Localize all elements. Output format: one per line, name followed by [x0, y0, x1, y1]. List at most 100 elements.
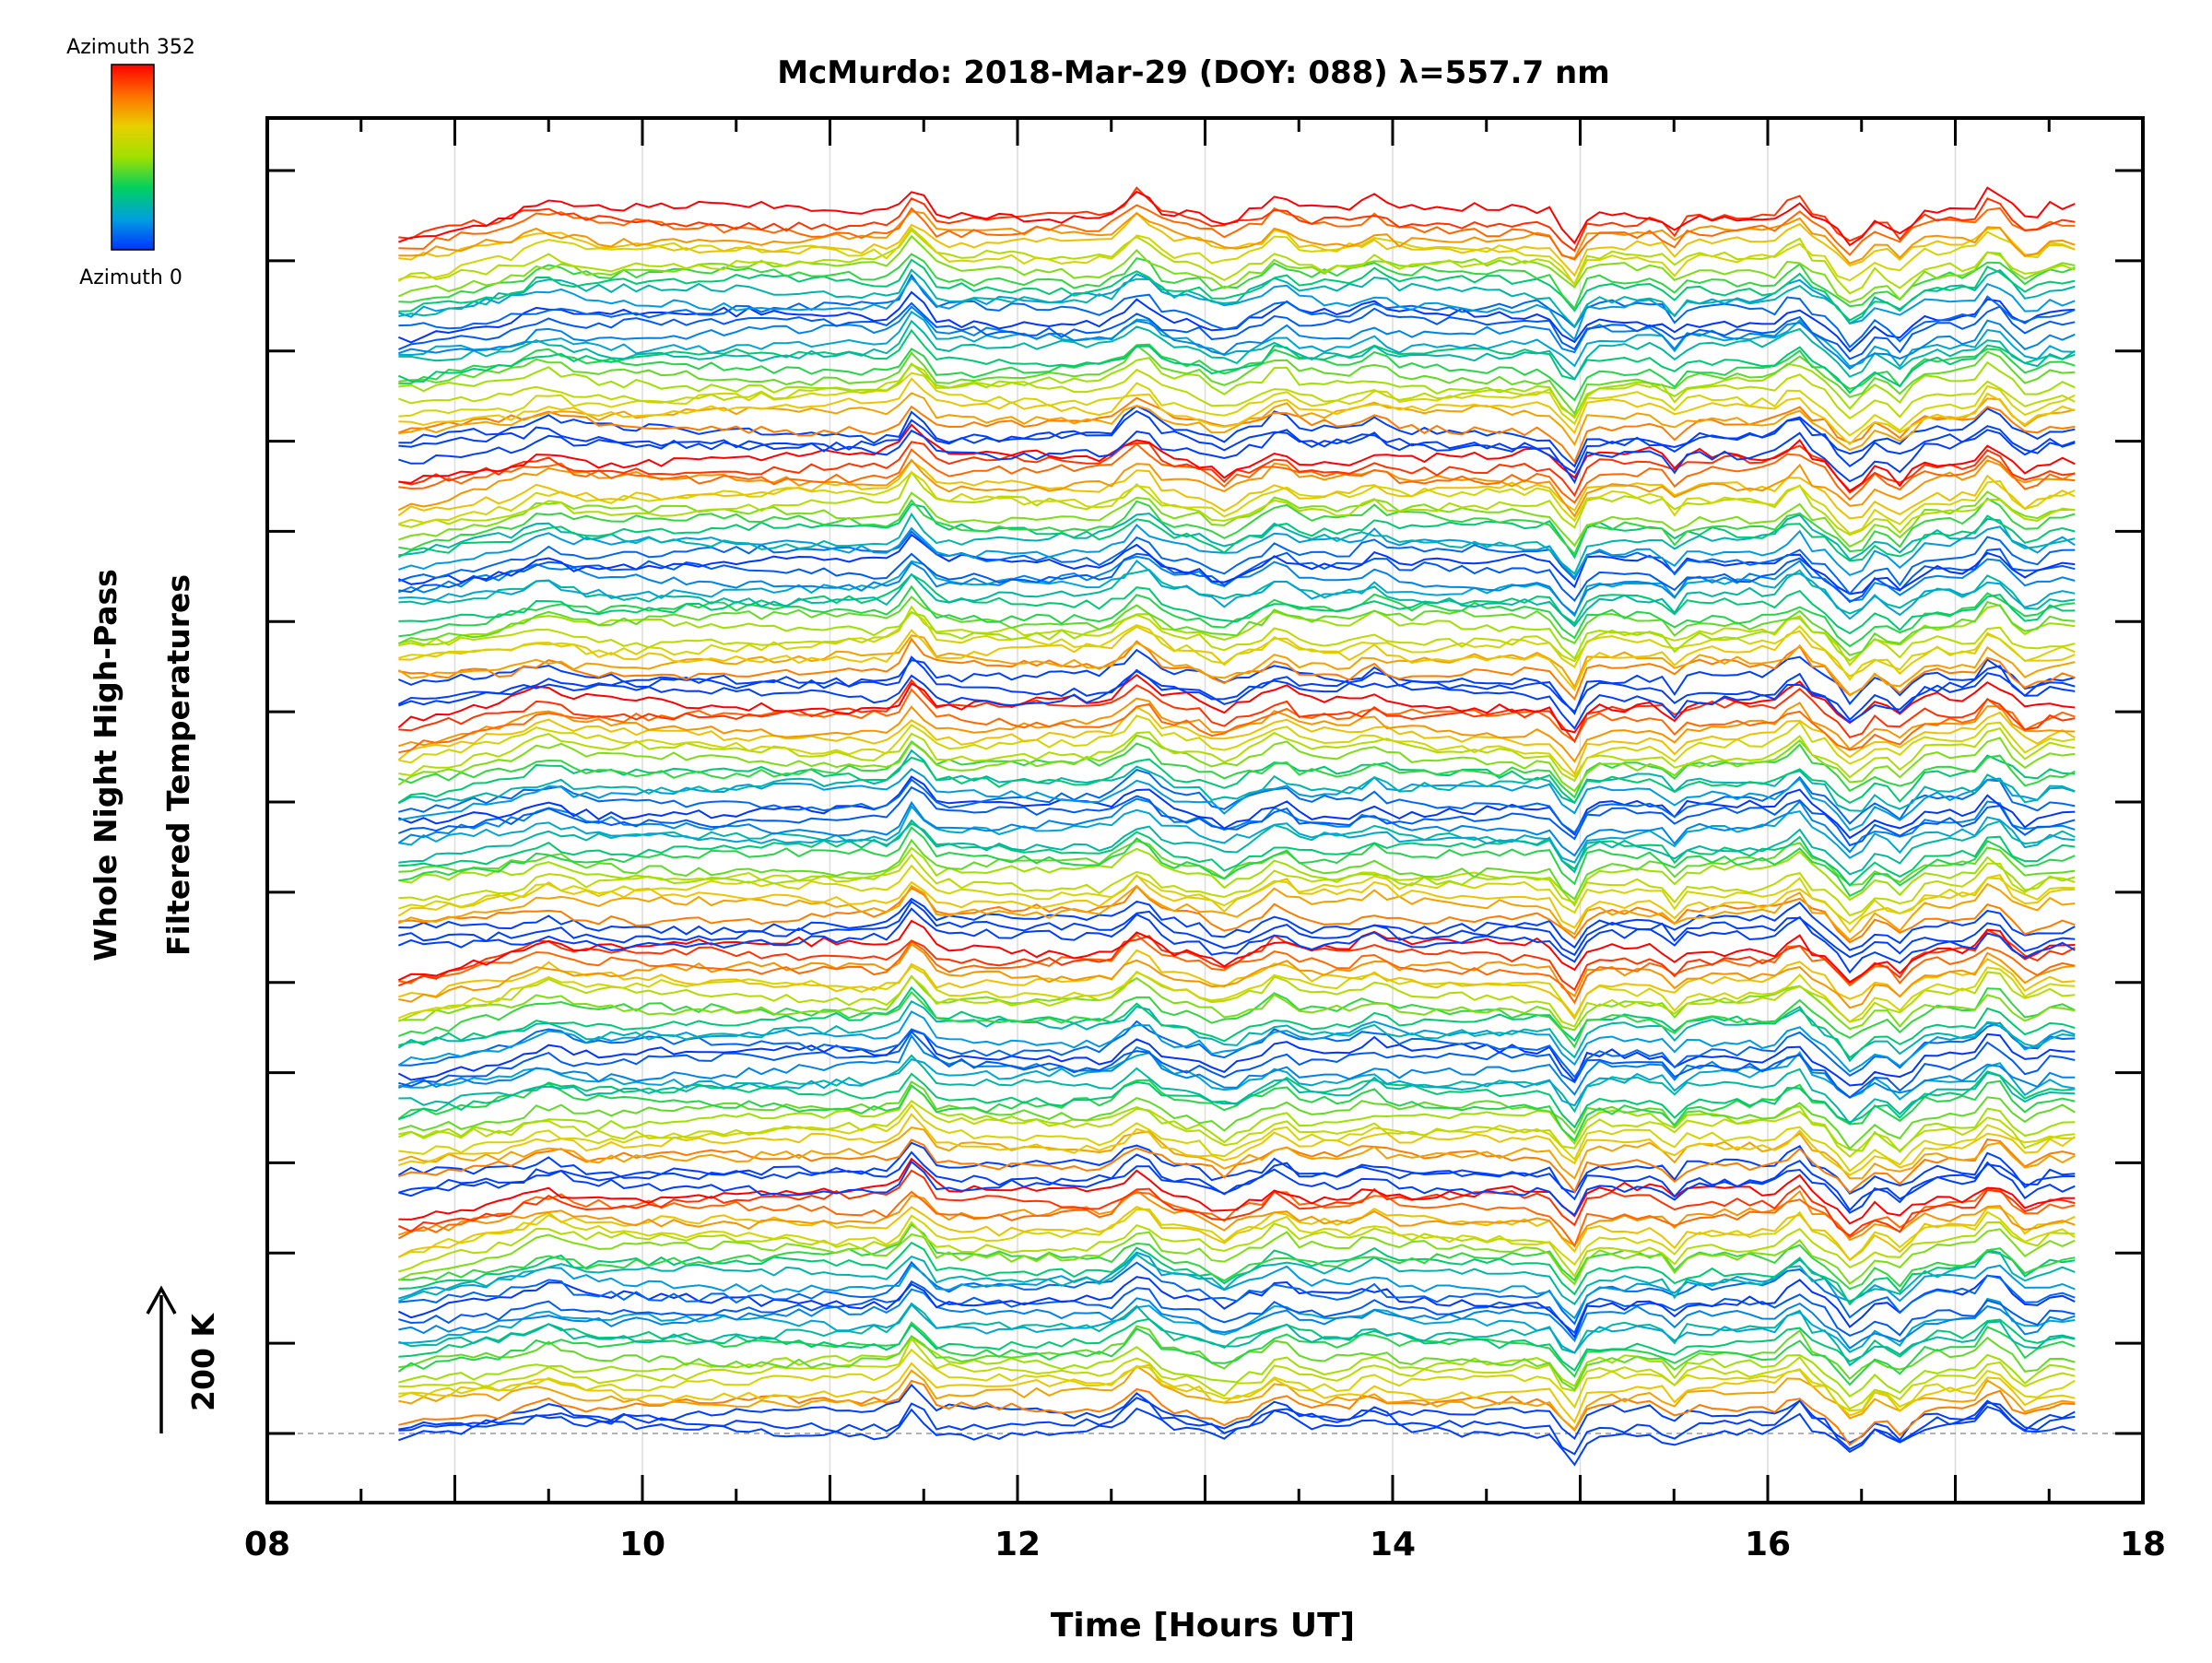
series-line: [398, 1221, 2076, 1279]
series-line: [398, 357, 2076, 418]
series-line: [398, 826, 2076, 898]
x-tick-label: 14: [1370, 1526, 1416, 1563]
series-line: [398, 838, 2076, 901]
series-line: [398, 343, 2076, 402]
series-line: [398, 1397, 2076, 1456]
series-line: [398, 569, 2076, 628]
series-line: [398, 822, 2076, 887]
series-line: [398, 697, 2076, 763]
series-line: [398, 584, 2076, 648]
x-tick-label: 10: [619, 1526, 665, 1563]
series-line: [398, 1189, 2076, 1247]
chart-title: McMurdo: 2018-Mar-29 (DOY: 088) λ=557.7 …: [777, 54, 1609, 91]
series-line: [398, 648, 2076, 715]
series-line: [398, 530, 2076, 596]
series-line: [398, 942, 2076, 1009]
series-line: [397, 1169, 2076, 1237]
series-line: [398, 900, 2076, 959]
series-line: [398, 377, 2076, 446]
x-axis-label: Time [Hours UT]: [1051, 1607, 1355, 1645]
series-line: [398, 524, 2076, 580]
series-line: [398, 319, 2076, 381]
series-line: [397, 919, 2076, 984]
series-line: [397, 502, 2076, 562]
y-axis-label-line2: Filtered Temperatures: [160, 574, 196, 956]
series-line: [398, 907, 2076, 974]
series-line: [398, 974, 2076, 1032]
series-line: [398, 409, 2076, 475]
series-line: [398, 1280, 2076, 1338]
series-line: [398, 949, 2076, 1020]
series-line: [397, 1321, 2076, 1386]
series-line: [398, 1222, 2076, 1291]
series-line: [398, 964, 2076, 1023]
series-line: [398, 804, 2076, 864]
series-line: [398, 610, 2076, 681]
series-line: [398, 1336, 2076, 1398]
series-line: [397, 1010, 2076, 1073]
series-line: [397, 234, 2076, 303]
series-line: [398, 726, 2076, 783]
series-line: [398, 1325, 2076, 1391]
series-line: [398, 1153, 2076, 1217]
series-group: [397, 186, 2076, 1467]
series-line: [398, 1113, 2076, 1176]
series-line: [398, 1260, 2076, 1326]
series-line: [398, 775, 2076, 840]
series-line: [398, 1157, 2076, 1225]
x-tick-label: 08: [244, 1526, 290, 1563]
series-line: [398, 372, 2076, 437]
series-line: [397, 1029, 2076, 1087]
series-line: [398, 328, 2076, 395]
series-line: [397, 705, 2076, 776]
colorbar-bottom-label: Azimuth 0: [79, 266, 182, 289]
series-line: [398, 1080, 2076, 1150]
series-line: [398, 1030, 2076, 1099]
series-line: [398, 305, 2076, 371]
series-line: [398, 273, 2076, 341]
colorbar: [111, 64, 155, 251]
series-line: [397, 673, 2076, 734]
series-line: [398, 253, 2076, 311]
axis-ticks: [265, 118, 2145, 1503]
series-line: [398, 1379, 2076, 1446]
series-line: [398, 928, 2076, 992]
series-line: [398, 1103, 2076, 1173]
series-line: [397, 999, 2076, 1063]
series-line: [398, 211, 2076, 277]
series-line: [398, 714, 2076, 778]
x-tick-label: 12: [994, 1526, 1041, 1563]
series-line: [398, 290, 2076, 353]
series-line: [398, 678, 2076, 744]
series-line: [398, 846, 2076, 907]
series-line: [398, 442, 2076, 504]
series-line: [398, 1251, 2076, 1320]
x-tick-label: 16: [1745, 1526, 1791, 1563]
series-line: [398, 1241, 2076, 1306]
series-line: [398, 1099, 2076, 1159]
series-line: [398, 819, 2076, 876]
series-line: [397, 797, 2076, 857]
series-line: [398, 186, 2076, 247]
series-line: [398, 1288, 2076, 1350]
series-line: [398, 258, 2076, 322]
series-line: [398, 210, 2076, 265]
series-line: [398, 273, 2076, 349]
series-line: [398, 1348, 2076, 1412]
series-line: [398, 668, 2076, 730]
series-line: [397, 970, 2076, 1028]
series-line: [398, 572, 2076, 635]
series-line: [397, 734, 2076, 793]
series-line: [398, 987, 2076, 1049]
scale-bar: 200 K: [146, 1285, 221, 1433]
series-line: [398, 392, 2076, 452]
series-line: [398, 1297, 2076, 1354]
series-line: [397, 1141, 2076, 1195]
series-line: [398, 739, 2076, 799]
series-line: [398, 1248, 2076, 1305]
series-line: [397, 229, 2076, 295]
x-tick-labels: 08 10 12 14 16 18: [244, 1526, 2166, 1563]
series-line: [397, 882, 2076, 941]
